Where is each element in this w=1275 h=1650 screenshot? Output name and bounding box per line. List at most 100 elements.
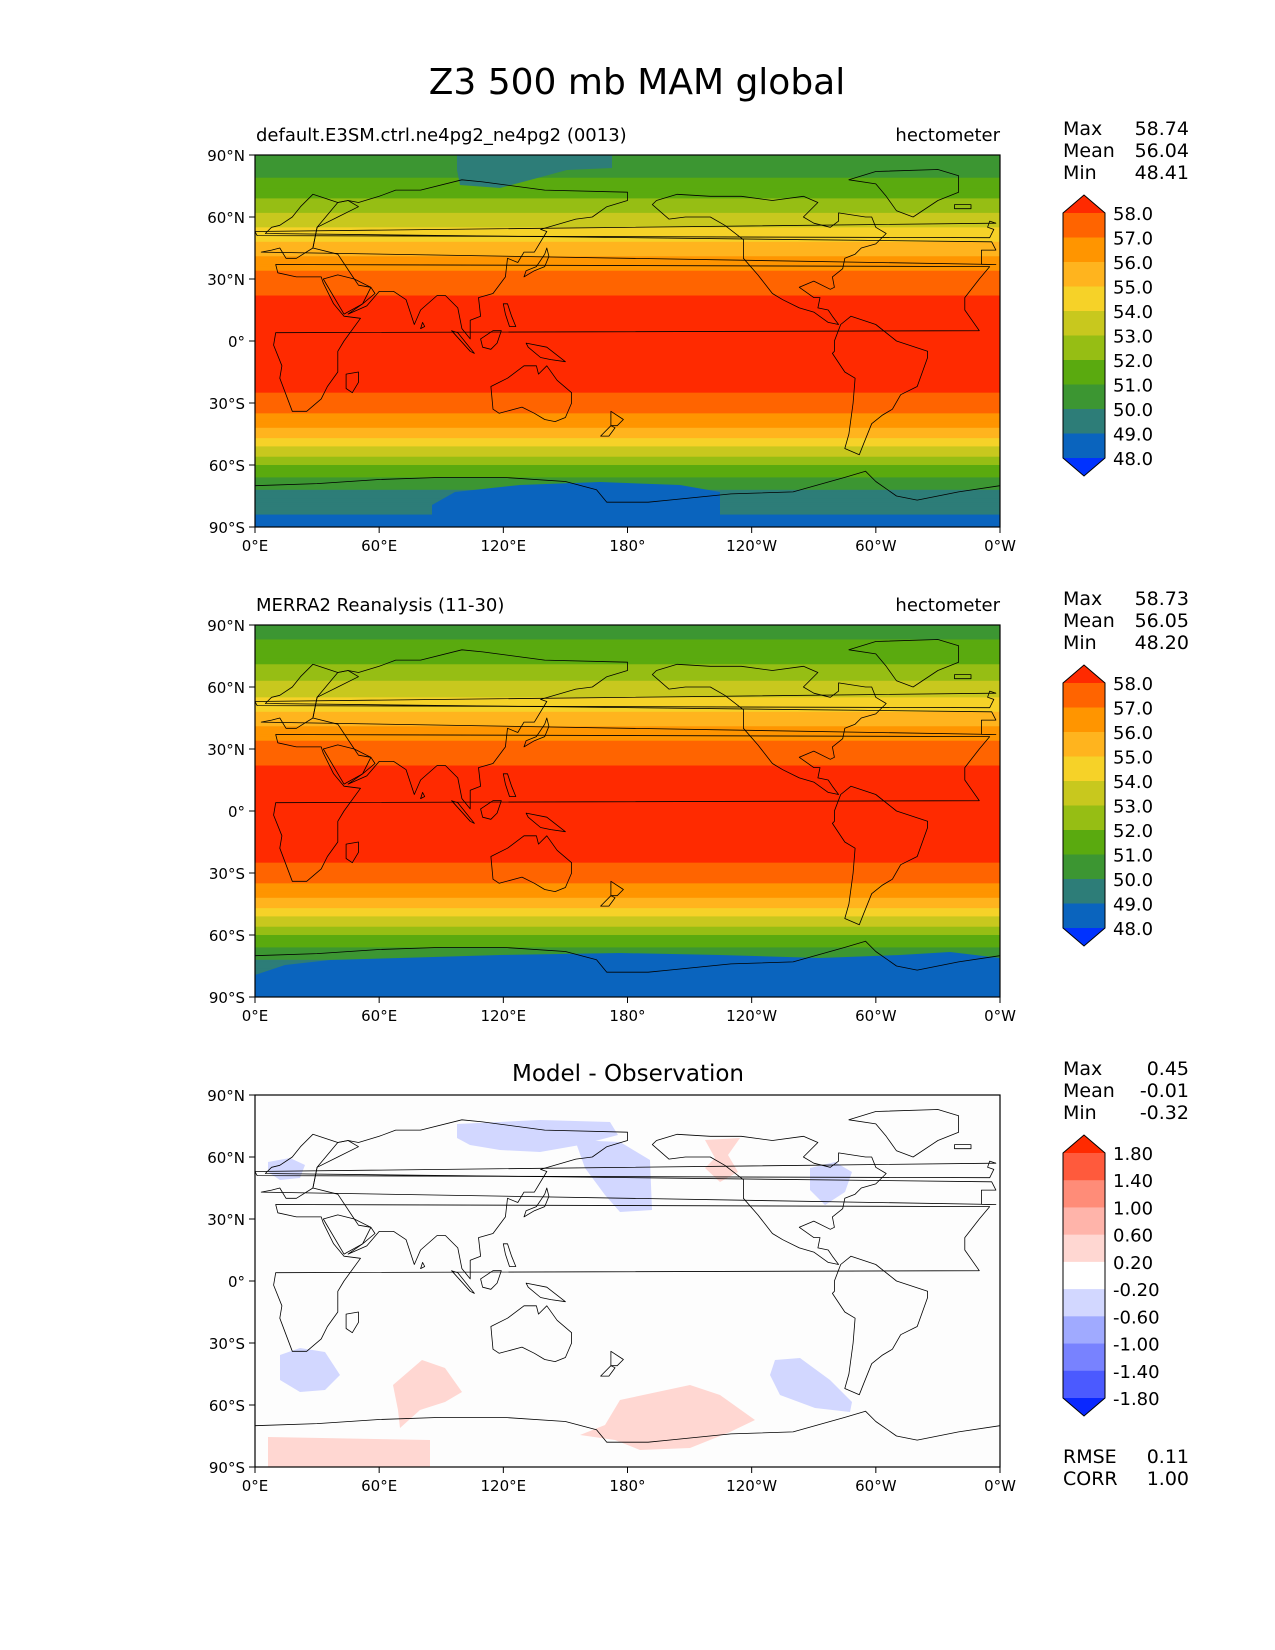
colorbar-tick-label: 51.0 bbox=[1113, 846, 1153, 867]
contour-band bbox=[255, 941, 1000, 944]
contour-band bbox=[255, 862, 1000, 866]
contour-band bbox=[255, 386, 1000, 390]
colorbar-tick-label: 49.0 bbox=[1113, 895, 1153, 916]
colorbar-segment bbox=[1063, 1343, 1105, 1372]
contour-band bbox=[255, 651, 1000, 655]
contour-band bbox=[255, 877, 1000, 880]
contour-band bbox=[255, 715, 1000, 719]
contour-band bbox=[255, 186, 1000, 189]
contour-band bbox=[255, 753, 1000, 756]
contour-band bbox=[255, 833, 1000, 837]
contour-band bbox=[255, 291, 1000, 295]
colorbar-tick-label: 56.0 bbox=[1113, 723, 1153, 744]
contour-band bbox=[255, 155, 1000, 158]
contour-band bbox=[255, 258, 1000, 261]
coastline-outline bbox=[610, 1350, 624, 1367]
contour-band bbox=[255, 722, 1000, 725]
coastline bbox=[255, 1109, 1000, 1467]
contour-band bbox=[255, 206, 1000, 210]
coastline-outline bbox=[451, 330, 475, 354]
contour-band bbox=[255, 680, 1000, 684]
coastline-outline bbox=[312, 179, 628, 340]
contour-band bbox=[255, 875, 1000, 878]
contour-band bbox=[255, 332, 1000, 336]
contour-band bbox=[255, 326, 1000, 330]
contour-band bbox=[255, 183, 1000, 187]
contour-band bbox=[255, 438, 1000, 441]
contour-band bbox=[255, 324, 1000, 328]
contour-band bbox=[255, 920, 1000, 924]
coastline-outline bbox=[600, 425, 616, 437]
contour-band bbox=[255, 363, 1000, 367]
coastline-outline bbox=[312, 649, 628, 810]
coastline-outline bbox=[273, 734, 991, 882]
contour-band bbox=[255, 405, 1000, 408]
contour-band bbox=[255, 165, 1000, 168]
contour-band bbox=[255, 699, 1000, 703]
lat-tick-label: 90°S bbox=[209, 519, 245, 537]
lon-tick-label: 120°E bbox=[481, 1477, 527, 1495]
stat-label-mean: Mean bbox=[1063, 610, 1115, 632]
contour-band bbox=[255, 355, 1000, 359]
coastline-outline bbox=[848, 1109, 959, 1158]
contour-band bbox=[255, 446, 1000, 450]
contour-band bbox=[255, 171, 1000, 175]
contour-band bbox=[255, 726, 1000, 729]
coastline-outline bbox=[255, 220, 997, 239]
contour-band bbox=[255, 227, 1000, 230]
colorbar-outline bbox=[1062, 1134, 1106, 1417]
colorbar-tick-label: 52.0 bbox=[1113, 821, 1153, 842]
contour-band bbox=[255, 274, 1000, 278]
contour-band bbox=[255, 883, 1000, 886]
contour-band bbox=[255, 649, 1000, 653]
contour-band bbox=[255, 912, 1000, 915]
coastline-outline bbox=[490, 365, 572, 422]
contour-band bbox=[255, 804, 1000, 808]
contour-band bbox=[255, 217, 1000, 220]
contour-band bbox=[255, 421, 1000, 425]
colorbar-tick-label: 55.0 bbox=[1113, 278, 1153, 299]
coastline-outline bbox=[312, 1119, 628, 1280]
contour-band bbox=[255, 718, 1000, 721]
colorbar-segment bbox=[1063, 409, 1105, 434]
contour-band bbox=[255, 846, 1000, 849]
contour-band bbox=[255, 870, 1000, 874]
contour-band bbox=[255, 382, 1000, 385]
contour-band bbox=[255, 341, 1000, 344]
diff-pos-indian-ocean bbox=[393, 1360, 462, 1428]
coastline-outline bbox=[420, 1262, 426, 1269]
colorbar-tick-label: 56.0 bbox=[1113, 253, 1153, 274]
colorbar-tick-label: 1.40 bbox=[1113, 1171, 1153, 1192]
coastline-outline bbox=[420, 792, 426, 799]
contour-band bbox=[255, 295, 1000, 299]
contour-band bbox=[255, 473, 1000, 476]
colorbar-tick-label: 57.0 bbox=[1113, 229, 1153, 250]
contour-band bbox=[255, 701, 1000, 705]
contour-band bbox=[255, 922, 1000, 926]
contour-band bbox=[255, 790, 1000, 793]
lat-tick-label: 90°N bbox=[207, 147, 245, 165]
contour-band bbox=[255, 190, 1000, 193]
contour-band bbox=[255, 930, 1000, 934]
stat-label-mean: Mean bbox=[1063, 1080, 1115, 1102]
contour-band bbox=[255, 879, 1000, 882]
contour-band bbox=[255, 204, 1000, 208]
contour-band bbox=[255, 250, 1000, 253]
panel-right-title: hectometer bbox=[895, 595, 1000, 616]
contour-band bbox=[255, 658, 1000, 661]
contour-band bbox=[255, 392, 1000, 396]
contour-band bbox=[255, 417, 1000, 421]
contour-band bbox=[255, 757, 1000, 760]
stat-label-max: Max bbox=[1063, 1058, 1102, 1080]
stat-value-mean: 56.05 bbox=[1135, 610, 1189, 632]
contour-band bbox=[255, 169, 1000, 173]
contour-band bbox=[255, 899, 1000, 903]
contour-band bbox=[255, 301, 1000, 305]
contour-band bbox=[255, 802, 1000, 806]
contour-band bbox=[255, 252, 1000, 255]
colorbar-tick-label: 48.0 bbox=[1113, 919, 1153, 940]
panel-center-title: Model - Observation bbox=[512, 1061, 744, 1087]
colorbar-segment bbox=[1063, 384, 1105, 410]
contour-band bbox=[255, 163, 1000, 166]
colorbar-tick-label: 0.60 bbox=[1113, 1226, 1153, 1247]
